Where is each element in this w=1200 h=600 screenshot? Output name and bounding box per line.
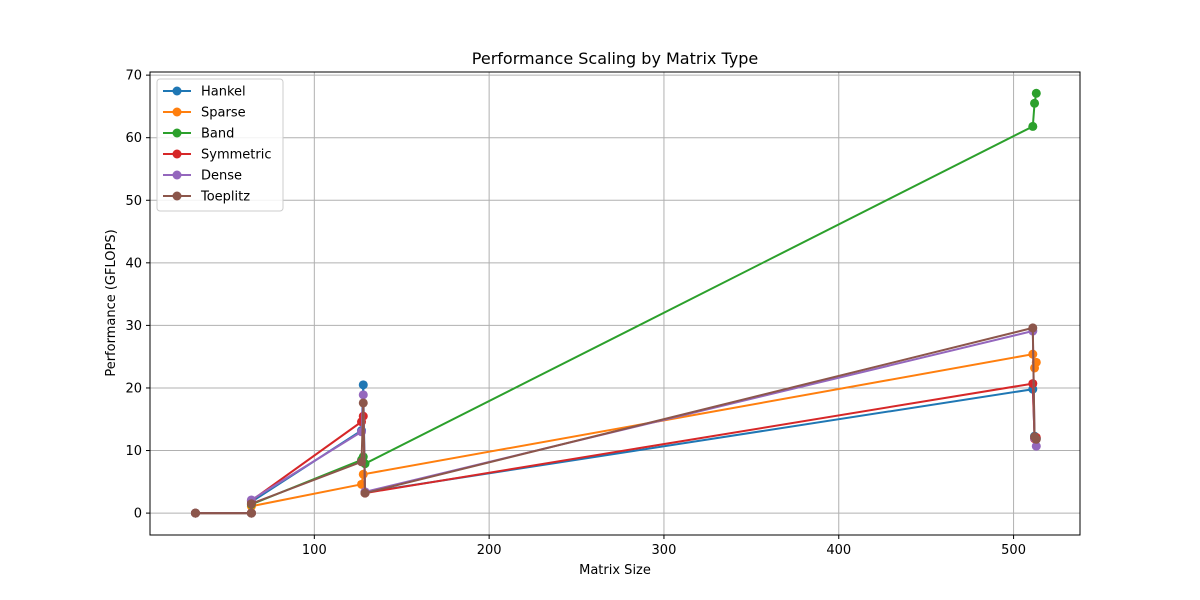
x-axis-title: Matrix Size (579, 563, 651, 578)
y-axis-title: Performance (GFLOPS) (104, 229, 119, 376)
y-tick-label: 40 (125, 256, 142, 271)
legend-label: Sparse (201, 106, 246, 121)
data-point-band (1031, 88, 1041, 98)
chart-title: Performance Scaling by Matrix Type (472, 49, 758, 68)
legend-swatch-marker (172, 86, 182, 96)
legend-swatch-marker (172, 128, 182, 138)
series-toeplitz (190, 323, 1041, 518)
legend-swatch-marker (172, 191, 182, 201)
x-tick-label: 100 (302, 543, 327, 558)
legend-swatch-marker (172, 149, 182, 159)
data-point-sparse (358, 469, 368, 479)
legend-label: Toeplitz (200, 190, 250, 205)
y-tick-label: 0 (134, 507, 142, 522)
legend-item: Sparse (163, 106, 246, 121)
y-tick-label: 20 (125, 381, 142, 396)
data-point-toeplitz (1031, 434, 1041, 444)
x-tick-label: 300 (652, 543, 677, 558)
legend-swatch-marker (172, 170, 182, 180)
data-point-dense (358, 390, 368, 400)
data-point-toeplitz (357, 457, 367, 467)
axis-ticks: 100 200 300 400 500 0 10 20 30 40 50 60 70 (125, 69, 1026, 558)
data-point-dense (1031, 441, 1041, 451)
legend-item: Toeplitz (163, 190, 250, 205)
legend-item: Symmetric (163, 148, 271, 163)
legend-item: Band (163, 127, 234, 142)
y-tick-label: 10 (125, 444, 142, 459)
data-point-hankel (358, 380, 368, 390)
data-point-toeplitz (360, 488, 370, 498)
y-tick-label: 70 (125, 69, 142, 84)
legend-label: Dense (201, 169, 242, 184)
legend: Hankel Sparse Band Symmetric Dense Toeplitz (156, 78, 284, 212)
legend-item: Dense (163, 169, 242, 184)
y-tick-label: 50 (125, 194, 142, 209)
data-point-band (1030, 98, 1040, 108)
plot-frame (149, 71, 1081, 536)
legend-label: Hankel (201, 85, 246, 100)
y-tick-label: 30 (125, 319, 142, 334)
grid (150, 72, 1080, 535)
y-tick-label: 60 (125, 131, 142, 146)
data-point-toeplitz (358, 398, 368, 408)
legend-item: Hankel (163, 85, 246, 100)
legend-swatch-marker (172, 107, 182, 117)
data-point-toeplitz (1028, 323, 1038, 333)
x-tick-label: 400 (826, 543, 851, 558)
x-tick-label: 500 (1001, 543, 1026, 558)
data-point-band (1028, 121, 1038, 131)
data-point-toeplitz (246, 499, 256, 509)
series-group (190, 88, 1041, 518)
data-point-toeplitz (190, 508, 200, 518)
x-tick-label: 200 (477, 543, 502, 558)
legend-label: Symmetric (201, 148, 271, 163)
legend-label: Band (201, 127, 234, 142)
data-point-toeplitz (246, 508, 256, 518)
